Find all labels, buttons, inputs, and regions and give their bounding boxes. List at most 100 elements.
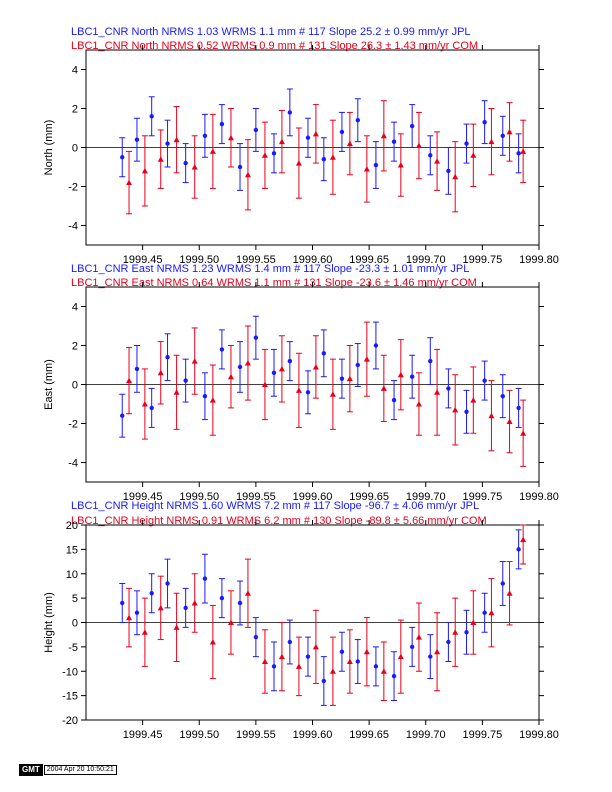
y-tick-label: 4	[72, 302, 78, 314]
x-tick-label: 1999.45	[123, 491, 163, 503]
data-point-com	[506, 128, 513, 135]
data-point-com	[434, 158, 441, 164]
data-point-jpl	[202, 576, 208, 581]
data-point-jpl	[120, 600, 125, 606]
data-point-jpl	[237, 364, 243, 370]
panel-3: LBC1_CNR Height NRMS 1.60 WRMS 7.2 mm # …	[43, 500, 559, 741]
data-point-com	[470, 619, 477, 625]
data-point-jpl	[355, 118, 360, 123]
data-point-jpl	[183, 605, 188, 611]
data-point-com	[397, 162, 404, 168]
y-tick-label: 4	[72, 65, 78, 77]
data-point-com	[363, 165, 370, 172]
panel-title-com: LBC1_CNR Height NRMS 0.91 WRMS 6.2 mm # …	[71, 515, 487, 527]
data-point-com	[173, 624, 180, 630]
data-point-com	[244, 360, 251, 366]
gmt-date: 2004 Apr 20 10:50:21	[43, 765, 117, 775]
data-point-com	[141, 167, 148, 174]
data-point-com	[157, 604, 164, 611]
y-axis-label: Height (mm)	[43, 592, 55, 653]
panel-1: LBC1_CNR North NRMS 1.03 WRMS 1.1 mm # 1…	[43, 26, 559, 266]
data-point-com	[506, 418, 513, 425]
y-tick-label: -4	[68, 221, 78, 233]
data-point-com	[191, 164, 198, 170]
x-tick-label: 1999.50	[179, 729, 219, 741]
data-point-com	[520, 536, 527, 543]
data-point-com	[227, 619, 234, 625]
data-point-com	[415, 142, 422, 149]
data-point-com	[141, 401, 148, 407]
data-point-jpl	[428, 654, 433, 659]
y-tick-label: 20	[66, 520, 78, 532]
data-point-jpl	[134, 610, 140, 615]
data-point-com	[244, 171, 251, 178]
data-point-com	[157, 156, 164, 162]
data-point-com	[209, 148, 216, 154]
data-point-jpl	[373, 664, 379, 669]
data-point-com	[173, 136, 180, 143]
data-point-com	[141, 629, 148, 635]
data-point-jpl	[202, 133, 208, 138]
y-tick-label: 2	[72, 104, 78, 116]
y-tick-label: -2	[68, 419, 78, 431]
data-point-com	[261, 152, 268, 158]
data-point-jpl	[409, 123, 415, 129]
data-point-jpl	[482, 610, 487, 615]
x-tick-label: 1999.75	[462, 254, 502, 266]
data-point-jpl	[253, 127, 259, 133]
data-point-com	[261, 658, 268, 664]
data-point-com	[278, 653, 285, 660]
data-point-com	[488, 609, 495, 616]
data-point-com	[244, 590, 251, 596]
data-point-jpl	[165, 581, 170, 586]
data-point-com	[346, 658, 353, 664]
data-point-com	[488, 138, 495, 145]
data-point-jpl	[149, 591, 154, 596]
data-point-jpl	[446, 639, 451, 645]
data-point-com	[209, 397, 216, 403]
data-point-com	[363, 356, 370, 362]
data-point-jpl	[339, 376, 345, 381]
data-point-jpl	[464, 141, 469, 146]
x-tick-label: 1999.75	[462, 729, 502, 741]
data-point-com	[346, 140, 353, 147]
data-point-com	[488, 412, 495, 419]
y-tick-label: 2	[72, 341, 78, 353]
panel-2: LBC1_CNR East NRMS 1.23 WRMS 1.4 mm # 11…	[43, 263, 559, 503]
data-point-com	[329, 668, 336, 674]
data-point-com	[126, 614, 133, 621]
x-tick-label: 1999.50	[179, 254, 219, 266]
data-point-jpl	[409, 644, 415, 650]
data-point-jpl	[237, 164, 243, 170]
data-point-com	[363, 648, 370, 655]
data-point-jpl	[391, 139, 397, 144]
data-point-jpl	[120, 413, 125, 418]
data-point-jpl	[355, 659, 360, 664]
data-point-jpl	[500, 394, 505, 399]
y-tick-label: -4	[68, 458, 78, 470]
data-point-jpl	[409, 374, 415, 379]
data-point-com	[397, 371, 404, 378]
gmt-timestamp-stamp: GMT 2004 Apr 20 10:50:21	[19, 764, 117, 776]
x-tick-label: 1999.50	[179, 491, 219, 503]
x-tick-label: 1999.70	[406, 491, 446, 503]
data-point-jpl	[149, 405, 154, 411]
y-tick-label: -15	[62, 691, 78, 703]
y-tick-label: 0	[72, 380, 78, 392]
data-point-jpl	[287, 639, 293, 645]
panel-title-com: LBC1_CNR North NRMS 0.52 WRMS 0.9 mm # 1…	[71, 40, 478, 52]
data-point-com	[452, 173, 459, 180]
x-tick-label: 1999.55	[236, 491, 276, 503]
data-point-jpl	[339, 649, 345, 654]
data-point-com	[452, 406, 459, 413]
data-point-com	[506, 590, 513, 596]
data-point-com	[227, 134, 234, 141]
x-tick-label: 1999.65	[349, 729, 389, 741]
y-tick-label: 0	[72, 618, 78, 630]
x-tick-label: 1999.80	[519, 491, 559, 503]
data-point-jpl	[339, 129, 345, 135]
data-point-jpl	[134, 137, 140, 142]
data-point-com	[415, 401, 422, 407]
data-point-jpl	[183, 160, 188, 166]
data-point-jpl	[202, 394, 208, 399]
